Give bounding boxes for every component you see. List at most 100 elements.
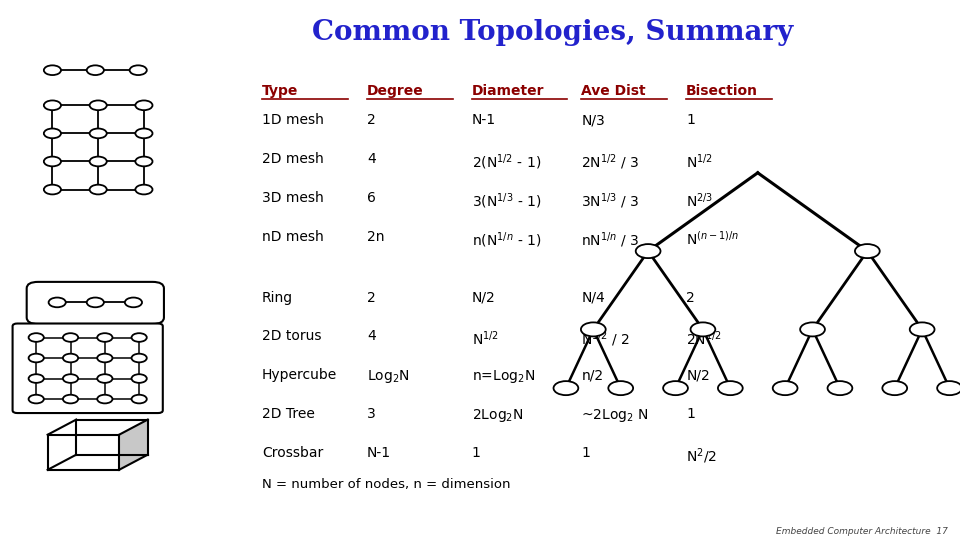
Text: 3: 3 xyxy=(367,407,375,421)
Circle shape xyxy=(29,395,44,403)
Text: 4: 4 xyxy=(367,152,375,166)
Circle shape xyxy=(29,333,44,342)
Circle shape xyxy=(29,354,44,362)
Circle shape xyxy=(773,381,798,395)
Circle shape xyxy=(135,185,153,194)
Text: Embedded Computer Architecture  17: Embedded Computer Architecture 17 xyxy=(777,526,948,536)
Text: 1: 1 xyxy=(686,407,695,421)
Circle shape xyxy=(855,244,879,258)
Circle shape xyxy=(910,322,934,336)
Circle shape xyxy=(49,298,66,307)
Circle shape xyxy=(89,157,107,166)
Text: n=Log$_2$N: n=Log$_2$N xyxy=(471,368,535,385)
Text: Ave Dist: Ave Dist xyxy=(582,84,646,98)
Text: N/2: N/2 xyxy=(471,291,495,305)
Circle shape xyxy=(663,381,688,395)
Circle shape xyxy=(135,157,153,166)
Circle shape xyxy=(63,354,78,362)
Circle shape xyxy=(581,322,606,336)
Text: N-1: N-1 xyxy=(471,113,496,127)
Circle shape xyxy=(125,298,142,307)
Circle shape xyxy=(44,185,61,194)
Text: Common Topologies, Summary: Common Topologies, Summary xyxy=(312,19,793,46)
Text: nN$^{1/n}$ / 3: nN$^{1/n}$ / 3 xyxy=(582,230,640,249)
Text: 3N$^{1/3}$ / 3: 3N$^{1/3}$ / 3 xyxy=(582,191,640,211)
Text: Degree: Degree xyxy=(367,84,423,98)
Circle shape xyxy=(130,65,147,75)
Text: Ring: Ring xyxy=(262,291,293,305)
Text: 3D mesh: 3D mesh xyxy=(262,191,324,205)
Text: 2Log$_2$N: 2Log$_2$N xyxy=(471,407,523,424)
Text: Type: Type xyxy=(262,84,299,98)
Circle shape xyxy=(132,354,147,362)
Circle shape xyxy=(132,374,147,383)
Text: 3(N$^{1/3}$ - 1): 3(N$^{1/3}$ - 1) xyxy=(471,191,541,211)
Circle shape xyxy=(937,381,960,395)
Text: 2(N$^{1/2}$ - 1): 2(N$^{1/2}$ - 1) xyxy=(471,152,541,172)
Circle shape xyxy=(636,244,660,258)
Circle shape xyxy=(63,395,78,403)
Circle shape xyxy=(86,65,104,75)
Polygon shape xyxy=(119,420,148,470)
Text: n(N$^{1/n}$ - 1): n(N$^{1/n}$ - 1) xyxy=(471,230,541,249)
Text: N/4: N/4 xyxy=(582,291,605,305)
Text: N/2: N/2 xyxy=(686,368,710,382)
Text: N = number of nodes, n = dimension: N = number of nodes, n = dimension xyxy=(262,478,511,491)
Circle shape xyxy=(135,100,153,110)
Circle shape xyxy=(132,333,147,342)
Circle shape xyxy=(89,100,107,110)
Text: 2N$^{1/2}$ / 3: 2N$^{1/2}$ / 3 xyxy=(582,152,639,172)
Text: Diameter: Diameter xyxy=(471,84,544,98)
Circle shape xyxy=(882,381,907,395)
Text: N$^{1/2}$ / 2: N$^{1/2}$ / 2 xyxy=(582,329,631,349)
Text: 2D torus: 2D torus xyxy=(262,329,322,343)
Circle shape xyxy=(44,157,61,166)
Text: 4: 4 xyxy=(367,329,375,343)
Circle shape xyxy=(800,322,825,336)
Circle shape xyxy=(718,381,743,395)
Text: 2n: 2n xyxy=(367,230,384,244)
Circle shape xyxy=(609,381,633,395)
Text: 2N$^{1/2}$: 2N$^{1/2}$ xyxy=(686,329,722,348)
Text: 2: 2 xyxy=(367,291,375,305)
Circle shape xyxy=(97,374,112,383)
Text: 2: 2 xyxy=(686,291,695,305)
Text: 1: 1 xyxy=(471,446,481,460)
Text: N$^{2/3}$: N$^{2/3}$ xyxy=(686,191,713,210)
Circle shape xyxy=(554,381,578,395)
Circle shape xyxy=(86,298,104,307)
Text: ~2Log$_2$ N: ~2Log$_2$ N xyxy=(582,407,649,424)
Circle shape xyxy=(44,129,61,138)
Circle shape xyxy=(89,185,107,194)
Text: 2D mesh: 2D mesh xyxy=(262,152,324,166)
Text: 2D Tree: 2D Tree xyxy=(262,407,315,421)
Circle shape xyxy=(29,374,44,383)
Text: 2: 2 xyxy=(367,113,375,127)
Text: Log$_2$N: Log$_2$N xyxy=(367,368,410,385)
Text: N$^{(n-1)/n}$: N$^{(n-1)/n}$ xyxy=(686,230,739,248)
Text: 1: 1 xyxy=(582,446,590,460)
Text: N$^{1/2}$: N$^{1/2}$ xyxy=(471,329,498,348)
Circle shape xyxy=(63,374,78,383)
Circle shape xyxy=(44,65,61,75)
Text: 6: 6 xyxy=(367,191,375,205)
Text: n/2: n/2 xyxy=(582,368,604,382)
FancyBboxPatch shape xyxy=(27,282,164,324)
Text: 1D mesh: 1D mesh xyxy=(262,113,324,127)
Circle shape xyxy=(63,333,78,342)
Text: N$^{1/2}$: N$^{1/2}$ xyxy=(686,152,713,171)
Circle shape xyxy=(135,129,153,138)
Circle shape xyxy=(828,381,852,395)
Circle shape xyxy=(132,395,147,403)
Text: N$^2$/2: N$^2$/2 xyxy=(686,446,717,465)
Text: Hypercube: Hypercube xyxy=(262,368,337,382)
Circle shape xyxy=(97,333,112,342)
Circle shape xyxy=(97,395,112,403)
Text: Bisection: Bisection xyxy=(686,84,758,98)
Text: Crossbar: Crossbar xyxy=(262,446,324,460)
Text: N/3: N/3 xyxy=(582,113,605,127)
Text: 1: 1 xyxy=(686,113,695,127)
Text: nD mesh: nD mesh xyxy=(262,230,324,244)
Text: N-1: N-1 xyxy=(367,446,391,460)
Circle shape xyxy=(89,129,107,138)
